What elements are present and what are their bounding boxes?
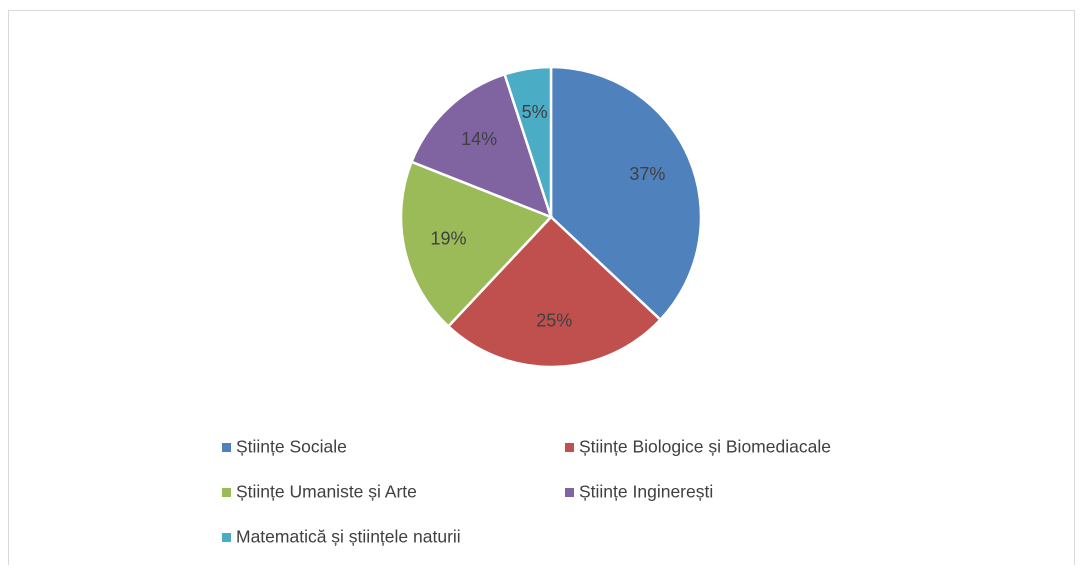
data-label: 37%: [629, 164, 665, 184]
pie-slice: [549, 65, 703, 322]
legend-label: Matematică și științele naturii: [236, 527, 461, 547]
legend-label: Științe Sociale: [236, 437, 347, 457]
pie-slice: [446, 215, 663, 369]
legend-swatch: [565, 488, 574, 497]
data-label: 19%: [431, 229, 467, 249]
pie-slice: [503, 65, 553, 218]
legend-swatch: [222, 443, 231, 452]
data-label: 25%: [536, 311, 572, 331]
data-label: 14%: [461, 129, 497, 149]
legend-label: Științe Biologice și Biomediacale: [579, 437, 831, 457]
legend-label: Științe Umaniste și Arte: [236, 482, 417, 502]
data-label: 5%: [522, 102, 548, 122]
legend-swatch: [565, 443, 574, 452]
legend-swatch: [222, 488, 231, 497]
legend-label: Științe Inginerești: [579, 482, 713, 502]
legend-swatch: [222, 533, 231, 542]
